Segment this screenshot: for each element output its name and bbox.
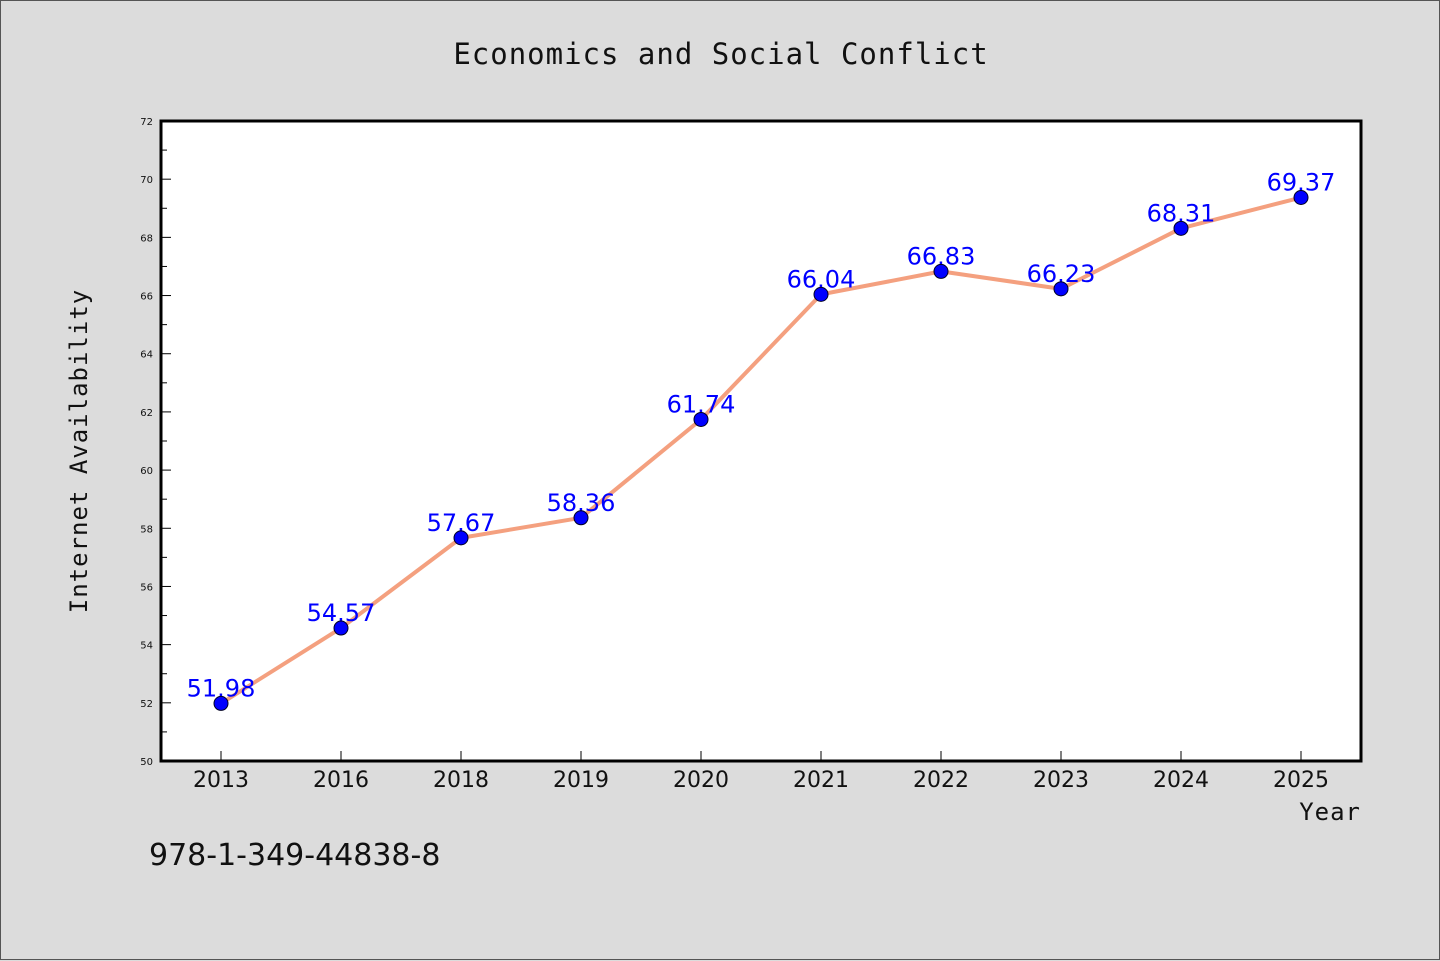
y-tick-label: 66 [140, 292, 153, 303]
x-tick-label: 2023 [1033, 768, 1089, 793]
y-tick-label: 56 [140, 582, 153, 593]
y-axis-label: Internet Availability [65, 289, 93, 613]
data-point [453, 530, 469, 546]
y-tick-label: 68 [140, 233, 153, 244]
y-tick-label: 54 [140, 641, 153, 652]
data-point [213, 695, 229, 711]
x-tick-label: 2022 [913, 768, 969, 793]
data-point [573, 510, 589, 526]
data-point [1053, 281, 1069, 297]
x-tick-label: 2024 [1153, 768, 1209, 793]
chart-title: Economics and Social Conflict [453, 37, 988, 71]
x-tick-label: 2021 [793, 768, 849, 793]
data-point [813, 286, 829, 302]
x-tick-label: 2018 [433, 768, 489, 793]
series-markers [213, 190, 1309, 711]
y-tick-label: 72 [140, 117, 153, 128]
data-point [1293, 190, 1309, 206]
x-tick-label: 2016 [313, 768, 369, 793]
y-tick-label: 52 [140, 699, 153, 710]
x-tick-label: 2025 [1273, 768, 1329, 793]
x-tick-label: 2019 [553, 768, 609, 793]
y-tick-label: 62 [140, 408, 153, 419]
isbn-footer: 978-1-349-44838-8 [149, 838, 440, 873]
y-tick-label: 50 [140, 757, 153, 768]
data-point [693, 411, 709, 427]
data-point [1173, 220, 1189, 236]
y-tick-label: 60 [140, 466, 153, 477]
y-axis: 50 52 54 56 58 60 62 64 66 68 70 72 [140, 117, 171, 768]
series-line [219, 195, 1302, 706]
data-point [933, 263, 949, 279]
y-tick-label: 64 [140, 350, 153, 361]
x-tick-label: 2013 [193, 768, 249, 793]
y-tick-label: 58 [140, 524, 153, 535]
y-tick-label: 70 [140, 175, 153, 186]
plot-area [159, 119, 1363, 763]
x-axis-label: Year [1299, 798, 1361, 826]
x-tick-label: 2020 [673, 768, 729, 793]
data-point [333, 620, 349, 636]
x-axis: 2013 2016 2018 2019 2020 2021 2022 2023 2024 2025 [193, 751, 1329, 793]
